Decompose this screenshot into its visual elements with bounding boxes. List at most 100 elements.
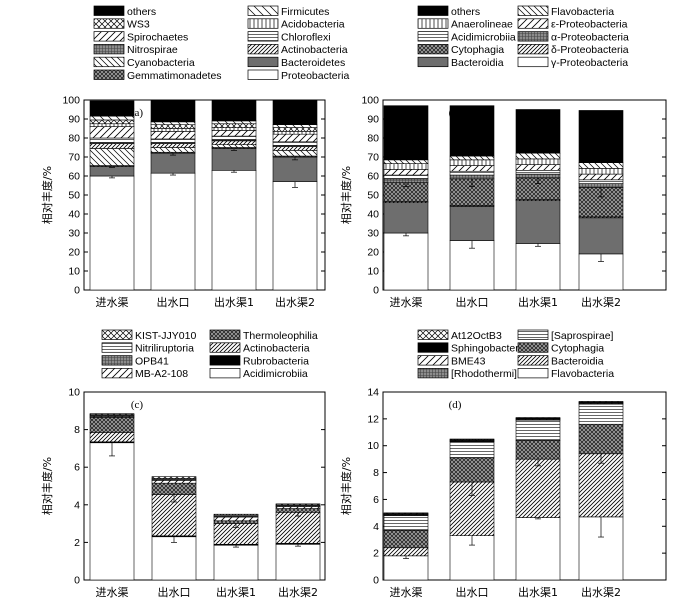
- legend-swatch-mb-a2-108: [101, 368, 133, 379]
- bar-segment-flavobacteria: [449, 155, 495, 161]
- bar-segment-others: [211, 99, 257, 122]
- legend-swatch-acidimicrobiia: [417, 31, 449, 42]
- legend-swatch-others: [93, 5, 125, 16]
- legend-swatch-cytophagia: [417, 44, 449, 55]
- bar-segment-bacteroidetes: [272, 156, 318, 183]
- legend-swatch-bacteroidia: [417, 56, 449, 68]
- x-tick-label: 出水渠2: [581, 585, 621, 599]
- bar-segment-kist-jjy010: [213, 513, 259, 516]
- bar-segment-saprospirae: [449, 441, 495, 459]
- y-tick-label: 12: [367, 413, 379, 425]
- bar-segment-actinobacteria: [89, 432, 135, 443]
- bar-segment-cytophagia: [515, 440, 561, 460]
- legend-label-firmicutes: Firmicutes: [281, 6, 329, 18]
- y-tick-label: 70: [367, 152, 379, 164]
- bar-segment-actinobacteria: [272, 146, 318, 151]
- legend-swatch-anaerolineae: [417, 18, 449, 29]
- bar-segment-bacteroidetes: [89, 166, 135, 177]
- legend-label-proteobacteria: δ-Proteobacteria: [551, 44, 629, 56]
- legend-swatch-cytophagia: [517, 342, 549, 353]
- bar-segment-others: [272, 99, 318, 126]
- legend-swatch-bme43: [417, 355, 449, 366]
- bar-segment-proteobacteria: [578, 183, 624, 188]
- bar-segment-flavobacteria: [578, 162, 624, 169]
- bar-segment-proteobacteria: [211, 170, 257, 291]
- bar-segment-acidimicrobiia: [89, 442, 135, 581]
- y-tick-label: 10: [68, 266, 80, 278]
- x-tick-label: 出水渠1: [214, 295, 254, 309]
- bar-segment-ws3: [211, 123, 257, 128]
- y-tick-label: 30: [68, 228, 80, 240]
- legend-swatch-sphingobacteria: [417, 342, 449, 353]
- legend-swatch-opb41: [101, 355, 133, 366]
- legend-swatch-chloroflexi: [247, 31, 279, 42]
- bar-segment-chloroflexi: [89, 137, 135, 144]
- panel-label: (c): [131, 399, 144, 411]
- x-tick-label: 进水渠: [390, 296, 423, 309]
- y-tick-label: 60: [68, 171, 80, 183]
- legend-swatch-bacteroidia: [517, 355, 549, 366]
- bar-segment-acidimicrobiia: [213, 544, 259, 581]
- legend-swatch-rubrobacteria: [209, 355, 241, 366]
- legend-label-proteobacteria: Proteobacteria: [281, 70, 349, 82]
- y-tick-label: 2: [373, 548, 379, 560]
- bar-segment-spirochaetes: [211, 130, 257, 137]
- legend-swatch-acidobacteria: [247, 18, 279, 29]
- y-tick-label: 6: [74, 462, 80, 474]
- bar-segment-acidimicrobiia: [515, 170, 561, 175]
- chart-panel-2: 0 2 4 6 8 10 相对丰度/% (c) 进水渠 出水口 出水渠1 出水渠2 KIST-JJY01…: [40, 329, 326, 599]
- legend-label-thermoleophilia: Thermoleophilia: [243, 330, 318, 342]
- y-tick-label: 0: [74, 285, 80, 297]
- legend-swatch-proteobacteria: [247, 69, 279, 80]
- bar-segment-at12octb3: [515, 417, 561, 419]
- legend-label-kist-jjy010: KIST-JJY010: [135, 330, 196, 342]
- legend-label-mb-a2-108: MB-A2-108: [135, 368, 188, 380]
- legend-swatch-bacteroidetes: [247, 56, 279, 68]
- bar-segment-cytophagia: [449, 457, 495, 483]
- legend-swatch-rhodothermi: [417, 368, 449, 379]
- bar-segment-others: [449, 105, 495, 157]
- x-tick-label: 出水渠1: [216, 585, 256, 599]
- y-tick-label: 0: [373, 285, 379, 297]
- y-tick-label: 20: [68, 247, 80, 259]
- legend-swatch-acidimicrobiia: [209, 368, 241, 379]
- bar-segment-bacteroidia: [515, 458, 561, 518]
- y-tick-label: 50: [367, 190, 379, 202]
- legend-swatch-kist-jjy010: [101, 329, 133, 340]
- bar-segment-firmicutes: [150, 121, 196, 125]
- bar-segment-spirochaetes: [150, 131, 196, 140]
- x-tick-label: 出水口: [456, 295, 489, 309]
- legend-label-anaerolineae: Anaerolineae: [451, 19, 513, 31]
- legend-swatch-proteobacteria: [517, 18, 549, 29]
- bar-segment-saprospirae: [578, 403, 624, 425]
- bar-segment-acidimicrobiia: [383, 174, 429, 180]
- bar-segment-firmicutes: [211, 120, 257, 125]
- bar-segment-ws3: [150, 124, 196, 129]
- bar-segment-flavobacteria: [383, 555, 429, 581]
- bar-segment-anaerolineae: [515, 158, 561, 165]
- legend-swatch-spirochaetes: [93, 31, 125, 42]
- legend-swatch-proteobacteria: [517, 31, 549, 42]
- y-tick-label: 60: [367, 171, 379, 183]
- plot-frame: [83, 391, 326, 581]
- legend-label-acidobacteria: Acidobacteria: [281, 19, 345, 31]
- legend-swatch-saprospirae: [517, 329, 549, 340]
- legend-label-acidimicrobiia: Acidimicrobiia: [243, 368, 308, 380]
- bar-segment-proteobacteria: [383, 232, 429, 291]
- bar-segment-bacteroidia: [383, 202, 429, 234]
- y-tick-label: 40: [367, 209, 379, 221]
- legend-swatch-nitrospirae: [93, 44, 125, 55]
- bar-segment-firmicutes: [272, 124, 318, 128]
- bar-segment-others: [89, 100, 135, 117]
- bar-segment-bacteroidetes: [211, 148, 257, 171]
- bar-segment-chloroflexi: [272, 141, 318, 146]
- bar-segment-flavobacteria: [515, 152, 561, 160]
- legend-label-nitriliruptoria: Nitriliruptoria: [135, 343, 194, 355]
- y-axis-label: 相对丰度/%: [339, 166, 353, 224]
- legend-label-bacteroidia: Bacteroidia: [551, 355, 604, 367]
- bar-segment-actinobacteria: [275, 512, 321, 544]
- bar-segment-actinobacteria: [89, 143, 135, 149]
- bar-segment-actinobacteria: [211, 140, 257, 145]
- bar-segment-cytophagia: [578, 423, 624, 455]
- bar-segment-mb-a2-108: [151, 480, 197, 484]
